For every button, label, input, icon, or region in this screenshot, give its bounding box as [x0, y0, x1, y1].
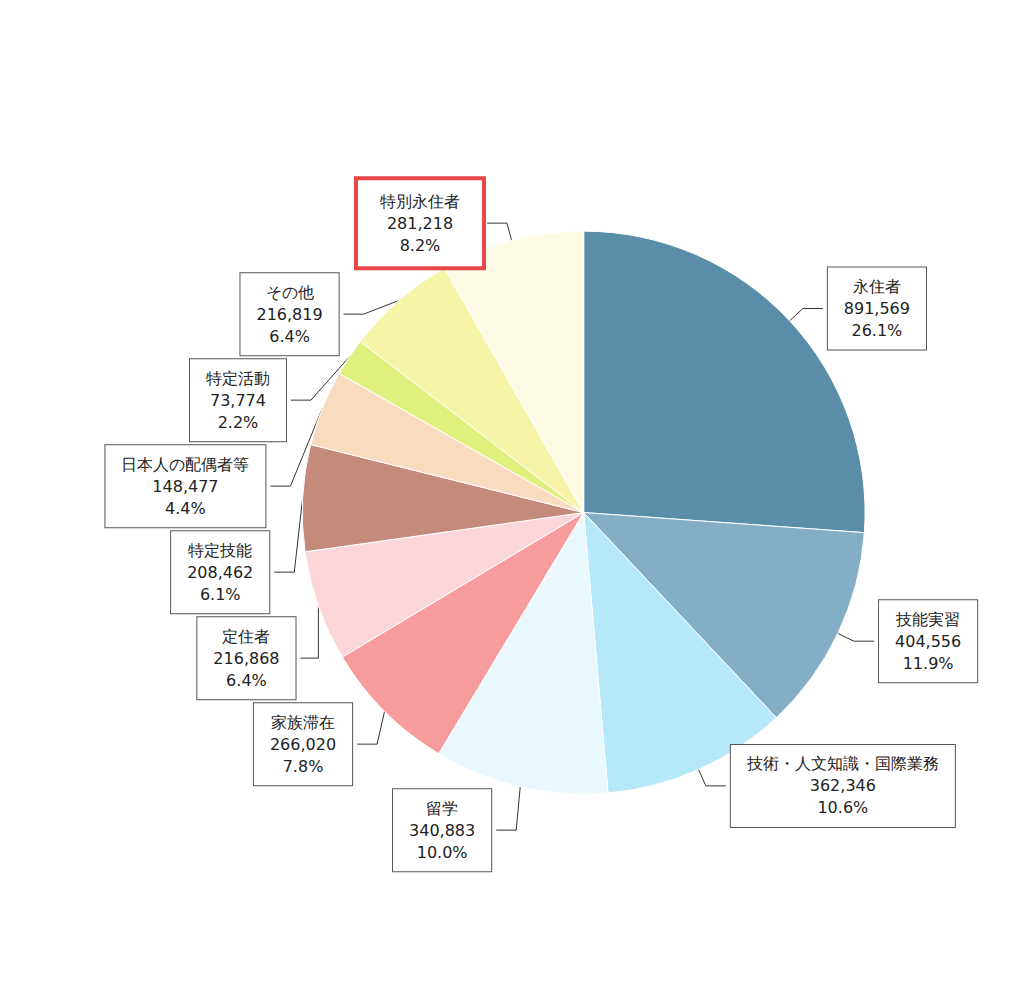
svg-text:208,462: 208,462 — [187, 563, 253, 582]
svg-text:6.1%: 6.1% — [200, 585, 241, 604]
svg-text:6.4%: 6.4% — [226, 671, 267, 690]
svg-text:26.1%: 26.1% — [851, 321, 902, 340]
svg-text:7.8%: 7.8% — [283, 757, 324, 776]
svg-text:216,868: 216,868 — [213, 649, 279, 668]
svg-text:148,477: 148,477 — [152, 477, 218, 496]
svg-text:特定活動: 特定活動 — [206, 369, 270, 388]
svg-text:281,218: 281,218 — [387, 214, 453, 233]
svg-text:340,883: 340,883 — [409, 821, 475, 840]
svg-text:特定技能: 特定技能 — [188, 541, 252, 560]
svg-text:216,819: 216,819 — [256, 305, 322, 324]
svg-text:家族滞在: 家族滞在 — [271, 713, 335, 732]
svg-text:8.2%: 8.2% — [400, 236, 441, 255]
svg-text:留学: 留学 — [426, 799, 458, 818]
svg-text:404,556: 404,556 — [895, 632, 961, 651]
svg-text:11.9%: 11.9% — [903, 654, 954, 673]
svg-text:10.0%: 10.0% — [417, 843, 468, 862]
svg-text:特別永住者: 特別永住者 — [380, 192, 460, 211]
svg-text:定住者: 定住者 — [222, 627, 270, 646]
svg-text:6.4%: 6.4% — [269, 327, 310, 346]
svg-text:4.4%: 4.4% — [165, 499, 206, 518]
svg-text:891,569: 891,569 — [844, 299, 910, 318]
svg-text:その他: その他 — [266, 283, 314, 302]
svg-text:362,346: 362,346 — [810, 776, 876, 795]
svg-text:266,020: 266,020 — [270, 735, 336, 754]
svg-text:10.6%: 10.6% — [817, 798, 868, 817]
svg-text:73,774: 73,774 — [210, 391, 266, 410]
svg-text:日本人の配偶者等: 日本人の配偶者等 — [121, 455, 249, 474]
svg-text:永住者: 永住者 — [853, 277, 901, 296]
svg-text:2.2%: 2.2% — [218, 413, 259, 432]
svg-text:技能実習: 技能実習 — [895, 610, 960, 629]
svg-text:技術・人文知識・国際業務: 技術・人文知識・国際業務 — [746, 754, 939, 773]
